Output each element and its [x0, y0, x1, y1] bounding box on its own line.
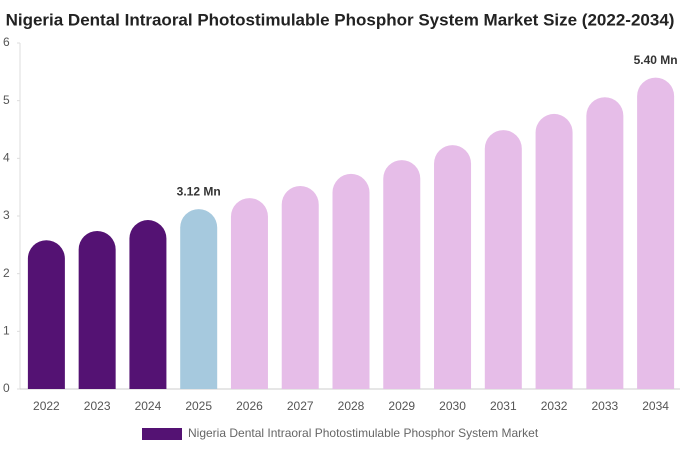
- bar: [27, 240, 65, 389]
- bar: [535, 113, 573, 389]
- x-tick-label: 2032: [541, 399, 568, 413]
- x-tick-label: 2033: [591, 399, 618, 413]
- x-tick-label: 2026: [236, 399, 263, 413]
- y-tick-label: 3: [3, 208, 10, 222]
- bar: [180, 209, 218, 389]
- data-label: 3.12 Mn: [177, 184, 221, 198]
- x-tick-label: 2028: [338, 399, 365, 413]
- x-tick-label: 2027: [287, 399, 314, 413]
- x-tick-label: 2024: [135, 399, 162, 413]
- bar: [281, 186, 319, 389]
- bar: [484, 130, 522, 389]
- x-tick-label: 2031: [490, 399, 517, 413]
- bar: [332, 173, 370, 389]
- bar: [637, 77, 675, 389]
- chart-title: Nigeria Dental Intraoral Photostimulable…: [6, 10, 675, 29]
- bar: [129, 220, 167, 389]
- bar: [586, 97, 624, 390]
- y-tick-label: 1: [3, 324, 10, 338]
- bar: [230, 198, 268, 389]
- y-tick-label: 4: [3, 151, 10, 165]
- legend-label: Nigeria Dental Intraoral Photostimulable…: [188, 426, 539, 440]
- y-tick-label: 0: [3, 381, 10, 395]
- x-tick-label: 2022: [33, 399, 60, 413]
- bar: [434, 145, 472, 389]
- bar: [78, 230, 116, 389]
- x-tick-label: 2030: [439, 399, 466, 413]
- x-tick-label: 2023: [84, 399, 111, 413]
- x-tick-label: 2029: [388, 399, 415, 413]
- data-label: 5.40 Mn: [634, 53, 678, 67]
- y-tick-label: 2: [3, 266, 10, 280]
- y-tick-label: 5: [3, 93, 10, 107]
- y-tick-label: 6: [3, 35, 10, 49]
- legend-swatch: [142, 428, 182, 440]
- bar: [383, 160, 421, 389]
- x-tick-label: 2025: [185, 399, 212, 413]
- x-tick-label: 2034: [642, 399, 669, 413]
